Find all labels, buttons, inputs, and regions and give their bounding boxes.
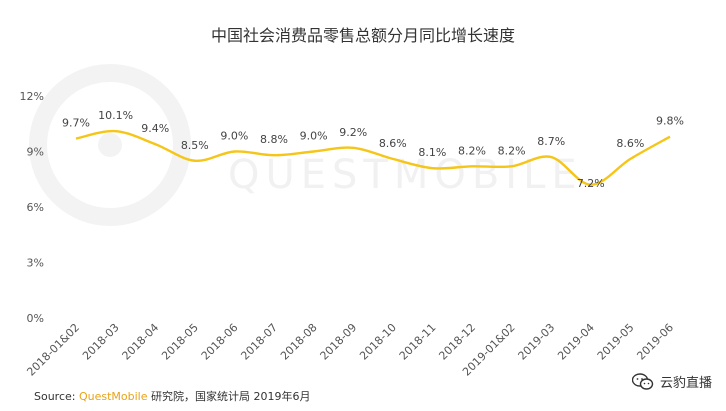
data-label: 9.4% (141, 122, 169, 135)
x-tick-label: 2018-11 (397, 321, 439, 363)
watermark-text: QUESTMOBILE (228, 152, 583, 198)
y-tick-label: 9% (27, 146, 44, 159)
label-layer: 9.7% 10.1% 9.4% 8.5% 9.0% 8.8% 9.0% 9.2% 8.6% 8.1… (62, 109, 684, 190)
data-label: 9.0% (220, 130, 248, 143)
data-label: 9.8% (656, 115, 684, 128)
x-tick-label: 2018-06 (199, 321, 241, 363)
data-label: 8.6% (379, 137, 407, 150)
series-line (75, 129, 671, 187)
x-tick-label: 2018-03 (80, 321, 122, 363)
account-badge: 云豹直播 (631, 372, 712, 391)
data-label: 9.0% (300, 130, 328, 143)
watermark: QUESTMOBILE (29, 64, 583, 226)
x-tick-label: 2019-06 (634, 321, 676, 363)
data-label: 7.2% (577, 177, 605, 190)
data-label: 8.8% (260, 133, 288, 146)
data-label: 8.1% (418, 146, 446, 159)
series-layer (75, 129, 671, 187)
x-tick-label: 2019-05 (595, 321, 637, 363)
x-tick-label: 2018-07 (238, 321, 280, 363)
x-tick-label: 2019-04 (555, 321, 597, 363)
data-label: 8.2% (498, 144, 526, 157)
x-tick-label: 2019-03 (516, 321, 558, 363)
data-label: 8.2% (458, 144, 486, 157)
y-tick-label: 6% (27, 201, 44, 214)
source-brand: QuestMobile (78, 390, 148, 403)
data-label: 9.2% (339, 126, 367, 139)
watermark-logo-dot (98, 133, 122, 157)
y-tick-label: 0% (27, 312, 44, 325)
source-suffix: 研究院，国家统计局 2019年6月 (147, 390, 311, 403)
source-prefix: Source: (34, 390, 79, 403)
data-label: 8.5% (181, 139, 209, 152)
y-tick-label: 12% (20, 90, 44, 103)
x-tick-label: 2018-05 (159, 321, 201, 363)
x-tick-label: 2018-09 (318, 321, 360, 363)
y-tick-label: 3% (27, 257, 44, 270)
data-label: 8.7% (537, 135, 565, 148)
source-text: Source: QuestMobile 研究院，国家统计局 2019年6月 (34, 388, 311, 404)
data-label: 10.1% (98, 109, 133, 122)
x-tick-label: 2018-08 (278, 321, 320, 363)
watermark-logo-ring (29, 64, 191, 226)
x-tick-label: 2018-01&02 (24, 321, 82, 379)
data-label: 9.7% (62, 117, 90, 130)
data-label: 8.6% (616, 137, 644, 150)
chart-title: 中国社会消费品零售总额分月同比增长速度 (210, 26, 515, 45)
x-tick-label: 2018-04 (120, 321, 162, 363)
badge-text: 云豹直播 (659, 376, 712, 391)
wechat-icon (631, 372, 654, 390)
x-tick-label: 2018-10 (357, 321, 399, 363)
